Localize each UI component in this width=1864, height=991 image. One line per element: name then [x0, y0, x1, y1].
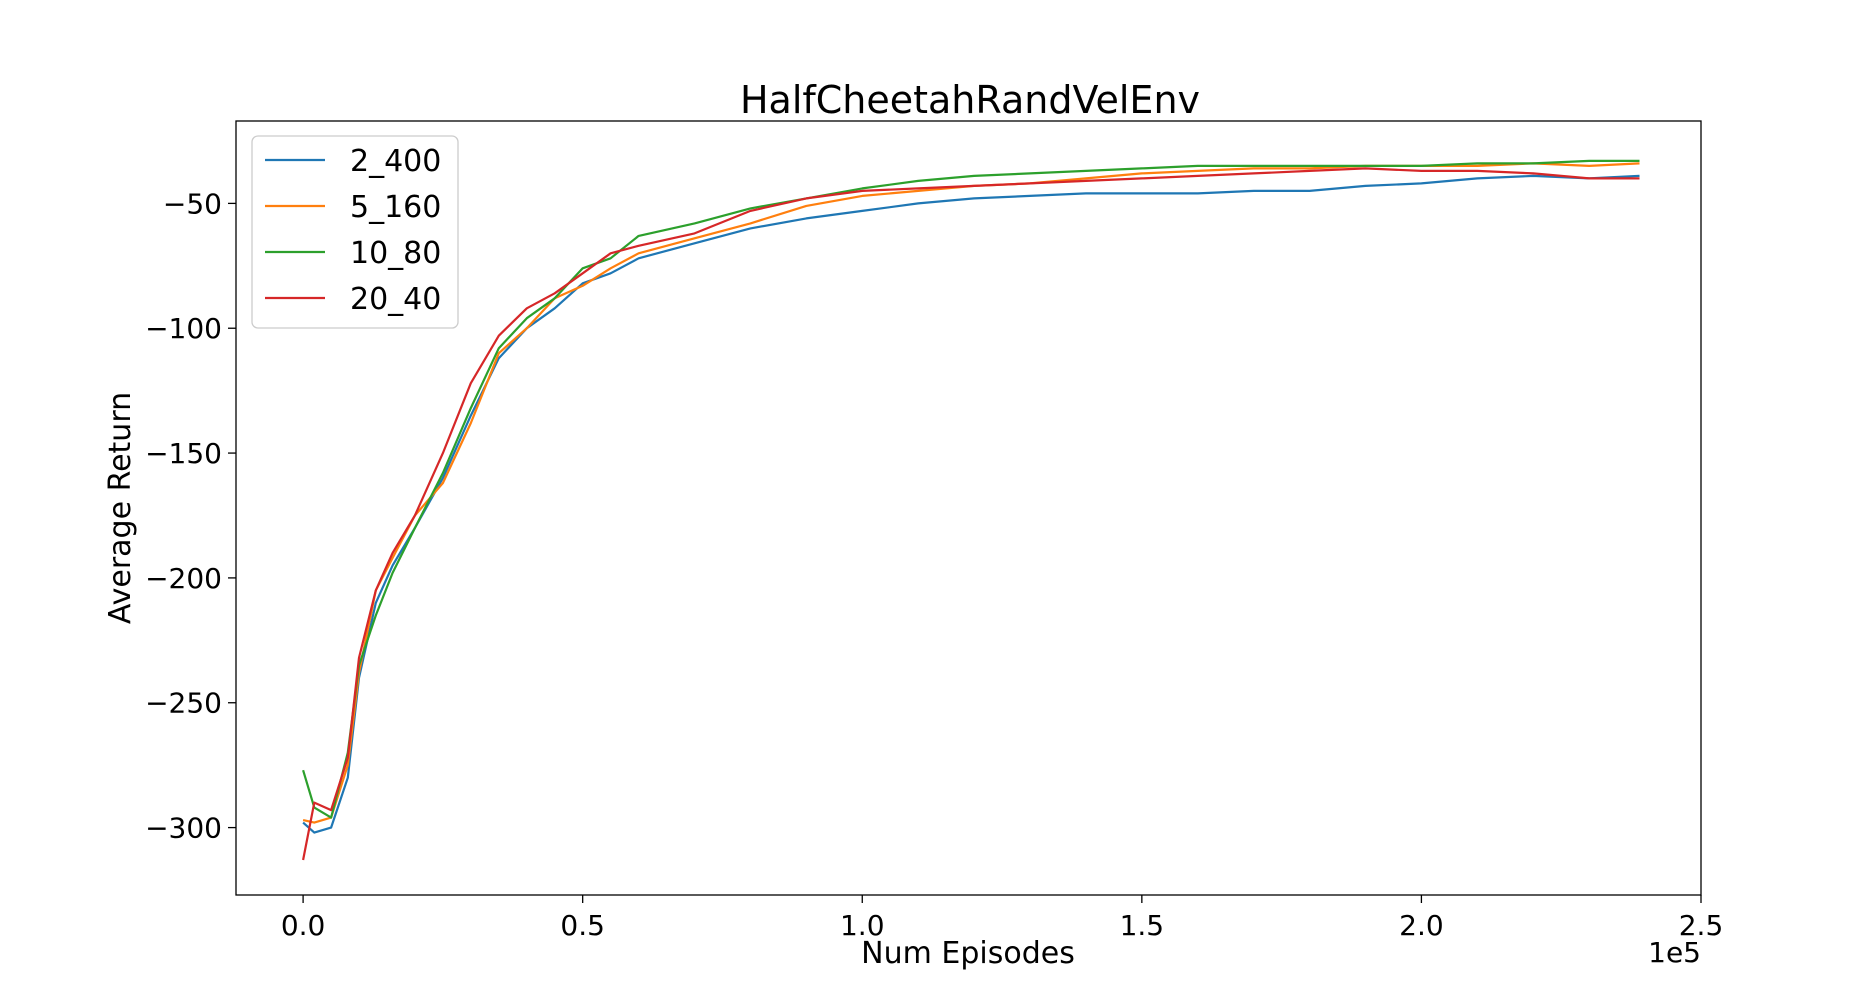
x-tick-label: 2.0 [1399, 909, 1444, 942]
y-axis: −300 −250 −200 −150 −100 −50 [145, 187, 236, 845]
y-tick-label: −300 [145, 812, 222, 845]
plot-area [302, 159, 1640, 861]
x-tick-label: 2.5 [1679, 909, 1724, 942]
legend-label-20_40: 20_40 [350, 282, 441, 317]
x-axis-label: Num Episodes [861, 936, 1075, 971]
plot-frame [235, 120, 1702, 896]
series-line-5_160 [302, 162, 1640, 824]
y-axis-label: Average Return [103, 392, 138, 624]
y-tick-label: −150 [145, 437, 222, 470]
x-tick-label: 0.5 [560, 909, 605, 942]
legend-label-2_400: 2_400 [350, 144, 441, 179]
y-tick-label: −250 [145, 687, 222, 720]
x-tick-label: 0.0 [281, 909, 326, 942]
series-line-10_80 [302, 159, 1640, 819]
y-tick-label: −50 [163, 187, 222, 220]
legend-label-5_160: 5_160 [350, 190, 441, 225]
legend: 2_400 5_160 10_80 20_40 [251, 135, 459, 329]
x-axis-offset-label: 1e5 [1648, 936, 1701, 969]
y-tick-label: −200 [145, 562, 222, 595]
series-line-20_40 [302, 167, 1640, 861]
x-axis: 0.0 0.5 1.0 1.5 2.0 2.5 [281, 895, 1723, 942]
legend-label-10_80: 10_80 [350, 236, 441, 271]
x-tick-label: 1.5 [1120, 909, 1165, 942]
series-line-2_400 [302, 174, 1640, 834]
x-tick-label: 1.0 [840, 909, 885, 942]
chart-title: HalfCheetahRandVelEnv [740, 78, 1200, 122]
y-tick-label: −100 [145, 312, 222, 345]
legend-box [251, 135, 459, 329]
